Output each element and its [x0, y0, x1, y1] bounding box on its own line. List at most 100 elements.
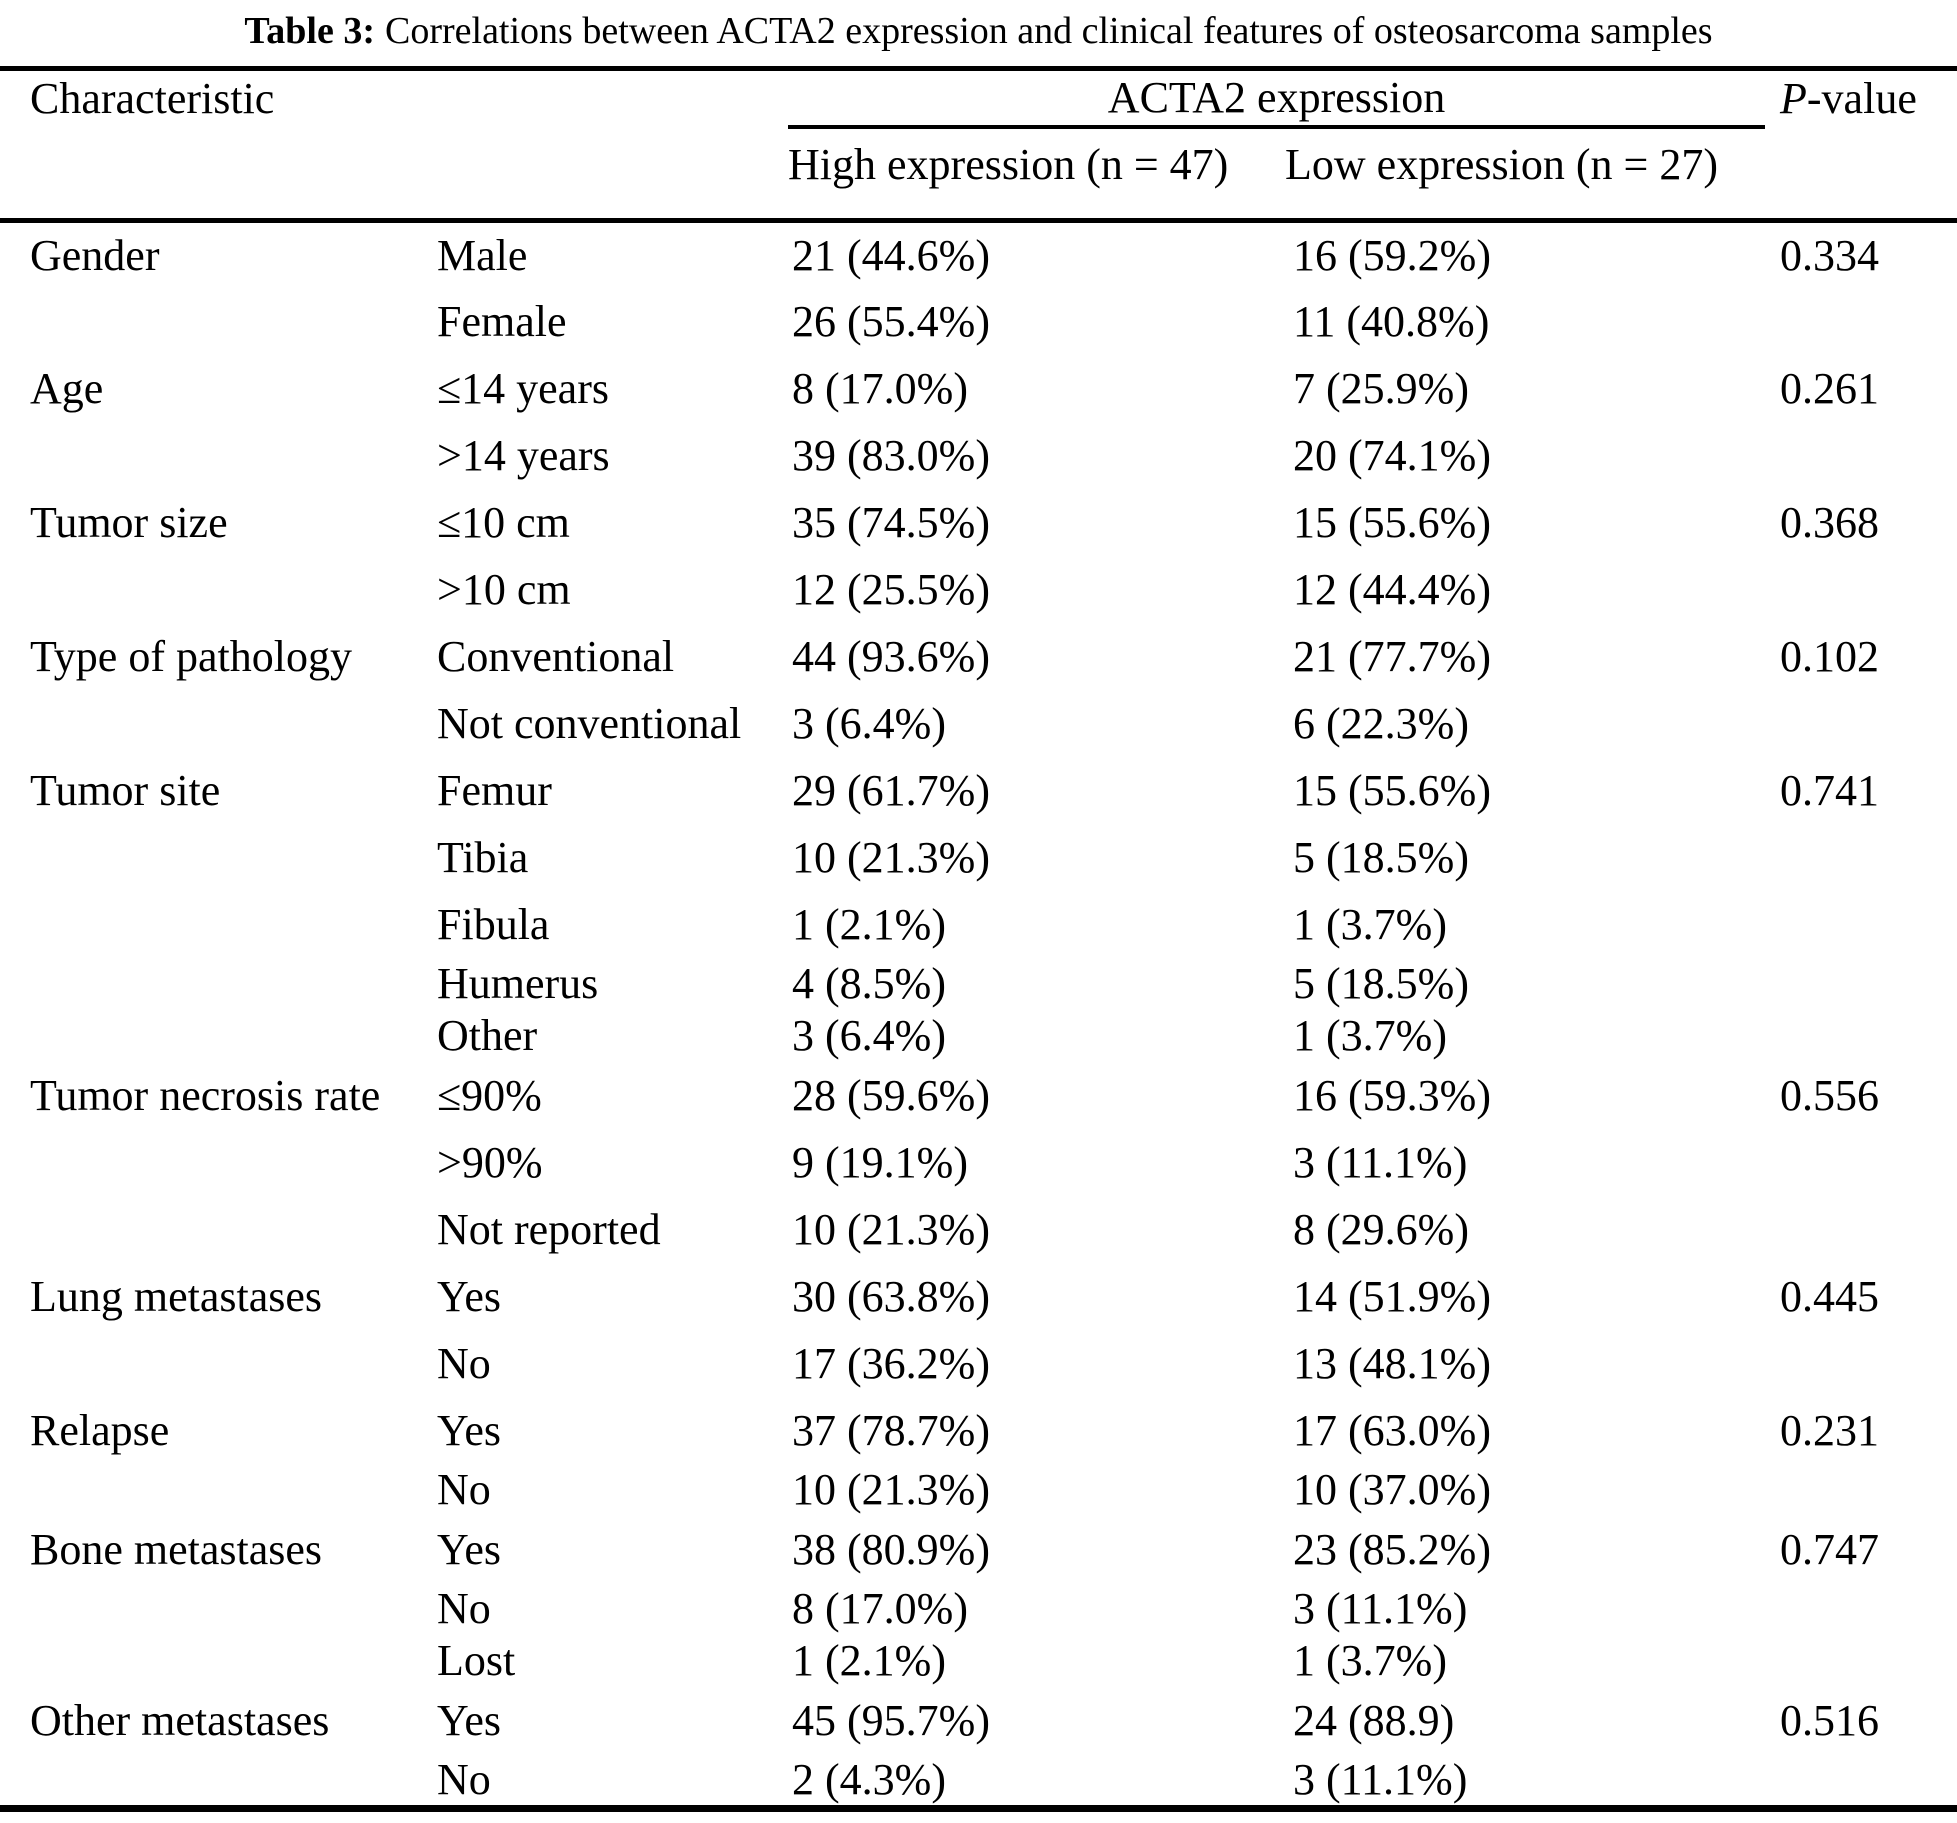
- characteristic-cell: [0, 288, 430, 355]
- table-caption-label: Table 3:: [244, 10, 375, 52]
- table-row: Fibula 1 (2.1%) 1 (3.7%): [0, 891, 1957, 958]
- p-value-cell: [1765, 1754, 1957, 1809]
- p-value-cell: [1765, 1129, 1957, 1196]
- subcategory-cell: ≤10 cm: [437, 497, 570, 547]
- header-row-top: Characteristic ACTA2 expression P-value: [0, 68, 1957, 129]
- p-value-cell: 0.261: [1780, 363, 1880, 413]
- p-value-cell: 0.556: [1780, 1070, 1880, 1120]
- subcategory-cell: No: [437, 1584, 491, 1633]
- characteristic-cell: [0, 1196, 430, 1263]
- characteristic-cell: [0, 1010, 430, 1062]
- p-value-cell: [1765, 1583, 1957, 1635]
- subcategory-cell: Yes: [437, 1405, 502, 1455]
- characteristic-cell: Tumor necrosis rate: [30, 1070, 381, 1120]
- subcategory-cell: No: [437, 1338, 491, 1388]
- high-expression-cell: 2 (4.3%): [792, 1754, 946, 1804]
- high-expression-cell: 39 (83.0%): [792, 430, 990, 480]
- p-value-cell: 0.334: [1780, 230, 1880, 280]
- subcategory-cell: No: [437, 1754, 491, 1804]
- table-row: Type of pathology Conventional 44 (93.6%) 2…: [0, 623, 1957, 690]
- table-row: Lung metastases Yes 30 (63.8%) 14 (51.9%) 0.…: [0, 1263, 1957, 1330]
- low-expression-cell: 15 (55.6%): [1293, 497, 1491, 547]
- high-expression-cell: 28 (59.6%): [792, 1070, 990, 1120]
- p-value-cell: [1765, 891, 1957, 958]
- low-expression-cell: 20 (74.1%): [1293, 430, 1491, 480]
- table-caption-text: Correlations between ACTA2 expression an…: [384, 10, 1713, 52]
- p-value-cell: [1765, 1010, 1957, 1062]
- subcategory-cell: Not conventional: [437, 698, 742, 748]
- correlations-table: Characteristic ACTA2 expression P-value …: [0, 66, 1957, 1812]
- p-value-cell: 0.516: [1780, 1695, 1880, 1745]
- low-expression-cell: 23 (85.2%): [1293, 1524, 1491, 1574]
- table-row: No 2 (4.3%) 3 (11.1%): [0, 1754, 1957, 1809]
- high-expression-cell: 44 (93.6%): [792, 631, 990, 681]
- p-value-header-suffix: -value: [1806, 74, 1917, 124]
- table-row: Tumor site Femur 29 (61.7%) 15 (55.6%) 0.741: [0, 757, 1957, 824]
- high-expression-cell: 17 (36.2%): [792, 1338, 990, 1388]
- subcategory-cell: Male: [437, 230, 528, 280]
- subcategory-cell: Other: [437, 1011, 538, 1060]
- subcategory-cell: ≤14 years: [437, 363, 609, 413]
- low-expression-cell: 5 (18.5%): [1293, 832, 1469, 882]
- table-row: Tumor size ≤10 cm 35 (74.5%) 15 (55.6%) 0.36…: [0, 489, 1957, 556]
- high-expression-cell: 3 (6.4%): [792, 698, 946, 748]
- high-expression-cell: 45 (95.7%): [792, 1695, 990, 1745]
- characteristic-cell: Tumor site: [30, 765, 221, 815]
- table-row: No 17 (36.2%) 13 (48.1%): [0, 1330, 1957, 1397]
- subcategory-cell: Female: [437, 296, 567, 346]
- characteristic-cell: Bone metastases: [30, 1524, 323, 1574]
- low-expression-cell: 1 (3.7%): [1293, 899, 1447, 949]
- subcategory-cell: Yes: [437, 1524, 502, 1574]
- low-expression-cell: 1 (3.7%): [1293, 1636, 1447, 1685]
- empty-header-cell: [0, 126, 789, 223]
- low-expression-cell: 14 (51.9%): [1293, 1271, 1491, 1321]
- table-row: Tumor necrosis rate ≤90% 28 (59.6%) 16 (59.…: [0, 1062, 1957, 1129]
- p-value-cell: 0.368: [1780, 497, 1880, 547]
- low-expression-cell: 3 (11.1%): [1293, 1584, 1468, 1633]
- low-expression-cell: 1 (3.7%): [1293, 1011, 1447, 1060]
- characteristic-column-header: Characteristic: [30, 74, 275, 124]
- p-value-cell: [1765, 422, 1957, 489]
- characteristic-cell: [0, 824, 430, 891]
- subcategory-cell: >10 cm: [437, 564, 571, 614]
- characteristic-cell: [0, 422, 430, 489]
- table-row: Female 26 (55.4%) 11 (40.8%): [0, 288, 1957, 355]
- characteristic-cell: Relapse: [30, 1405, 170, 1455]
- characteristic-cell: [0, 1635, 430, 1687]
- low-expression-cell: 8 (29.6%): [1293, 1204, 1469, 1254]
- p-value-cell: 0.741: [1780, 765, 1880, 815]
- high-expression-cell: 9 (19.1%): [792, 1137, 968, 1187]
- table-row: Not conventional 3 (6.4%) 6 (22.3%): [0, 690, 1957, 757]
- characteristic-cell: Lung metastases: [30, 1271, 323, 1321]
- subcategory-cell: Fibula: [437, 899, 550, 949]
- low-expression-cell: 21 (77.7%): [1293, 631, 1491, 681]
- table-row: Other metastases Yes 45 (95.7%) 24 (88.9) 0.…: [0, 1687, 1957, 1754]
- low-expression-cell: 24 (88.9): [1293, 1695, 1455, 1745]
- high-expression-cell: 10 (21.3%): [792, 1465, 990, 1514]
- high-expression-column-header: High expression (n = 47): [788, 126, 1286, 223]
- characteristic-cell: Age: [30, 363, 104, 413]
- subcategory-cell: ≤90%: [437, 1070, 542, 1120]
- table-row: Lost 1 (2.1%) 1 (3.7%): [0, 1635, 1957, 1687]
- low-expression-cell: 7 (25.9%): [1293, 363, 1469, 413]
- table-row: Humerus 4 (8.5%) 5 (18.5%): [0, 958, 1957, 1010]
- high-expression-cell: 21 (44.6%): [792, 230, 990, 280]
- table-caption: Table 3: Correlations between ACTA2 expre…: [0, 0, 1957, 66]
- low-expression-cell: 6 (22.3%): [1293, 698, 1469, 748]
- table-row: No 10 (21.3%) 10 (37.0%): [0, 1464, 1957, 1516]
- high-expression-cell: 8 (17.0%): [792, 1584, 968, 1633]
- p-value-column-header: P-value: [1765, 69, 1957, 127]
- p-value-cell: 0.102: [1780, 631, 1880, 681]
- table-row: >90% 9 (19.1%) 3 (11.1%): [0, 1129, 1957, 1196]
- characteristic-cell: [0, 891, 430, 958]
- low-expression-cell: 16 (59.3%): [1293, 1070, 1491, 1120]
- high-expression-cell: 12 (25.5%): [792, 564, 990, 614]
- high-expression-cell: 10 (21.3%): [792, 1204, 990, 1254]
- high-expression-cell: 37 (78.7%): [792, 1405, 990, 1455]
- low-expression-cell: 16 (59.2%): [1293, 230, 1491, 280]
- low-expression-cell: 15 (55.6%): [1293, 765, 1491, 815]
- characteristic-cell: [0, 690, 430, 757]
- table-row: >10 cm 12 (25.5%) 12 (44.4%): [0, 556, 1957, 623]
- characteristic-cell: [0, 556, 430, 623]
- subcategory-cell: Yes: [437, 1695, 502, 1745]
